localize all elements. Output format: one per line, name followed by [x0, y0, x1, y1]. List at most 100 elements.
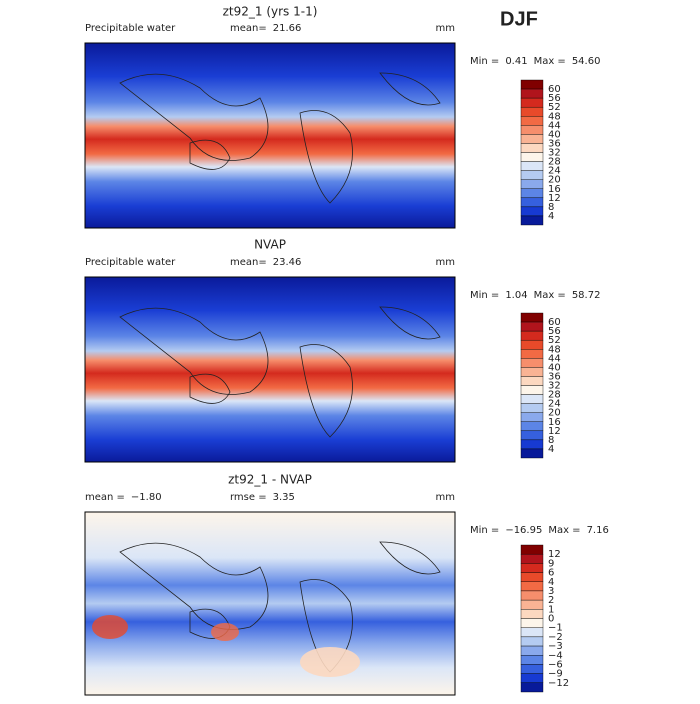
- colorbar-label: 24: [548, 399, 561, 410]
- colorbar-label: −4: [548, 650, 563, 661]
- colorbar-label: 12: [548, 549, 561, 560]
- colorbar-cell: [520, 553, 544, 564]
- panel-title: zt92_1 - NVAP: [228, 473, 312, 487]
- range-part: 58.72: [572, 290, 601, 301]
- colorbar-cell: [520, 116, 544, 126]
- header-center-part: 23.46: [273, 257, 302, 268]
- colorbar-label: −12: [548, 678, 569, 689]
- colorbar-cell: [520, 97, 544, 108]
- colorbar-cell: [520, 125, 544, 135]
- colorbar-label: −1: [548, 623, 563, 634]
- coastline: [119, 72, 441, 204]
- colorbar-cell: [520, 655, 544, 665]
- colorbar-cell: [520, 421, 544, 432]
- range-part: 1.04: [505, 290, 527, 301]
- colorbar-label: 12: [548, 193, 561, 204]
- colorbar-cell: [520, 188, 544, 199]
- header-left: Precipitable water: [85, 23, 176, 34]
- colorbar-cell: [520, 79, 544, 90]
- colorbar-cell: [520, 412, 544, 422]
- colorbar-label: 28: [548, 157, 561, 168]
- colorbar-cell: [520, 664, 544, 674]
- map: [84, 511, 456, 696]
- anomaly-blob: [211, 623, 239, 641]
- colorbar-cell: [520, 636, 544, 647]
- header-center: mean= 21.66: [230, 23, 301, 34]
- colorbar-cell: [520, 627, 544, 638]
- colorbar-label: 8: [548, 435, 554, 446]
- range: Min = 0.41 Max = 54.60: [470, 56, 600, 67]
- units: mm: [436, 492, 455, 503]
- colorbar-label: −2: [548, 632, 563, 643]
- header-center-part: 21.66: [273, 23, 302, 34]
- colorbar-cell: [520, 673, 544, 684]
- colorbar-label: 8: [548, 202, 554, 213]
- colorbar-label: 36: [548, 138, 561, 149]
- colorbar-cell: [520, 448, 544, 459]
- coastline: [119, 541, 441, 673]
- header-left: Precipitable water: [85, 257, 176, 268]
- colorbar-cell: [520, 609, 544, 619]
- units: mm: [436, 257, 455, 268]
- units: mm: [436, 23, 455, 34]
- colorbar-label: 1: [548, 604, 554, 615]
- header-center-part: rmse =: [230, 492, 267, 503]
- colorbar-cell: [520, 152, 544, 162]
- colorbar-cell: [520, 215, 544, 226]
- colorbar-label: 60: [548, 84, 561, 95]
- colorbar-cell: [520, 385, 544, 395]
- colorbar-cell: [520, 179, 544, 189]
- range-part: Max =: [534, 290, 566, 301]
- colorbar-cell: [520, 161, 544, 171]
- colorbar-cell: [520, 403, 544, 413]
- colorbar-label: −6: [548, 659, 563, 670]
- colorbar-label: 4: [548, 577, 554, 588]
- colorbar-label: 9: [548, 558, 554, 569]
- colorbar-cell: [520, 563, 544, 573]
- panel-title: zt92_1 (yrs 1-1): [223, 5, 318, 19]
- colorbar-label: 16: [548, 184, 561, 195]
- colorbar-cell: [520, 170, 544, 180]
- header-center-part: mean=: [230, 257, 267, 268]
- colorbar-label: 20: [548, 175, 561, 186]
- colorbar-cell: [520, 358, 544, 368]
- colorbar-cell: [520, 330, 544, 341]
- colorbar-label: 56: [548, 326, 561, 337]
- colorbar-label: 52: [548, 335, 561, 346]
- colorbar-cell: [520, 590, 544, 601]
- colorbar-cell: [520, 572, 544, 582]
- colorbar-cell: [520, 321, 544, 332]
- header-left-part: Precipitable water: [85, 23, 176, 34]
- colorbar-cell: [520, 339, 544, 350]
- range: Min = 1.04 Max = 58.72: [470, 290, 600, 301]
- map: [84, 276, 456, 463]
- range-part: Min =: [470, 525, 499, 536]
- colorbar-cell: [520, 312, 544, 323]
- colorbar-label: 40: [548, 362, 561, 373]
- colorbar-label: 28: [548, 390, 561, 401]
- colorbar-label: 48: [548, 111, 561, 122]
- colorbar-label: 4: [548, 444, 554, 455]
- header-center: mean= 23.46: [230, 257, 301, 268]
- colorbar-label: 24: [548, 166, 561, 177]
- range-part: Min =: [470, 56, 499, 67]
- colorbar-cell: [520, 430, 544, 441]
- colorbar-cell: [520, 682, 544, 693]
- colorbar-cell: [520, 134, 544, 144]
- colorbar-label: 56: [548, 93, 561, 104]
- colorbar-cell: [520, 439, 544, 450]
- range: Min = −16.95 Max = 7.16: [470, 525, 609, 536]
- colorbar-cell: [520, 106, 544, 117]
- colorbar-label: 6: [548, 568, 554, 579]
- colorbar-cell: [520, 143, 544, 153]
- colorbar-label: 32: [548, 381, 561, 392]
- colorbar-label: 44: [548, 120, 561, 131]
- colorbar-label: 40: [548, 129, 561, 140]
- header-center-part: mean=: [230, 23, 267, 34]
- colorbar-label: 2: [548, 595, 554, 606]
- colorbar-label: 36: [548, 371, 561, 382]
- colorbar-label: 32: [548, 148, 561, 159]
- header-left-part: mean =: [85, 492, 125, 503]
- header-left-part: −1.80: [131, 492, 162, 503]
- panel-title: NVAP: [254, 238, 286, 252]
